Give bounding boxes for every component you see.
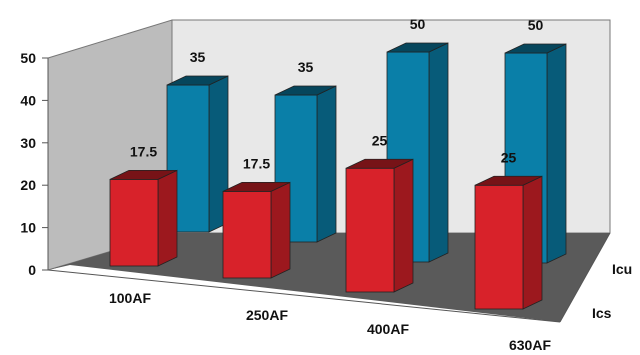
- value-label-ics: 25: [501, 149, 517, 165]
- y-tick-label: 50: [20, 50, 36, 66]
- bar-front-face: [345, 167, 395, 293]
- y-tick-label: 0: [28, 262, 36, 278]
- depth-axis-line: [559, 232, 611, 323]
- value-label-icu: 35: [298, 59, 314, 75]
- bar-top-face: [109, 169, 178, 180]
- value-labels: 35 35 50 50 17.5 17.5 25 25: [130, 16, 544, 171]
- bar-ics-100af: [109, 169, 178, 267]
- bar-ics-400af: [345, 158, 414, 293]
- bar-top-face: [504, 43, 567, 54]
- y-tick-label: 40: [20, 92, 36, 108]
- bar-side-face: [270, 181, 291, 279]
- bar-top-face: [474, 175, 543, 186]
- x-category-label: 250AF: [246, 307, 288, 323]
- x-axis-categories: 100AF 250AF 400AF 630AF: [109, 290, 551, 353]
- bar-side-face: [157, 169, 178, 267]
- series-label-ics: Ics: [592, 305, 612, 321]
- value-label-icu: 35: [190, 49, 206, 65]
- bar-top-face: [166, 75, 229, 86]
- y-axis-ticks: 0 10 20 30 40 50: [20, 50, 48, 278]
- bar-top-face: [386, 42, 449, 53]
- value-label-ics: 25: [372, 132, 388, 148]
- series-label-icu: Icu: [612, 261, 632, 277]
- bar-side-face: [546, 43, 567, 264]
- bar-front-face: [109, 178, 159, 267]
- y-tick-label: 10: [20, 220, 36, 236]
- front-axis-line: [47, 269, 561, 323]
- bar-front-face: [474, 184, 524, 310]
- bar-top-face: [274, 85, 337, 96]
- value-label-ics: 17.5: [130, 143, 157, 159]
- bar-ics-630af: [474, 175, 543, 310]
- bar-top-face: [345, 158, 414, 169]
- bar-side-face: [316, 85, 337, 243]
- y-tick-label: 30: [20, 135, 36, 151]
- value-label-icu: 50: [528, 17, 544, 33]
- bar-side-face: [522, 175, 543, 310]
- bar-side-face: [393, 158, 414, 293]
- x-category-label: 630AF: [509, 337, 551, 353]
- bar-ics-250af: [222, 181, 291, 279]
- value-label-icu: 50: [410, 16, 426, 32]
- bar-side-face: [428, 42, 449, 263]
- bar-front-face: [222, 190, 272, 279]
- bar-icu-250af: [274, 85, 337, 243]
- series-depth-labels: Ics Icu: [592, 261, 632, 321]
- value-label-ics: 17.5: [243, 155, 270, 171]
- x-category-label: 100AF: [109, 290, 151, 306]
- y-tick-label: 20: [20, 177, 36, 193]
- x-category-label: 400AF: [367, 321, 409, 337]
- floor: [48, 233, 610, 322]
- bar-top-face: [222, 181, 291, 192]
- bars: [109, 42, 567, 310]
